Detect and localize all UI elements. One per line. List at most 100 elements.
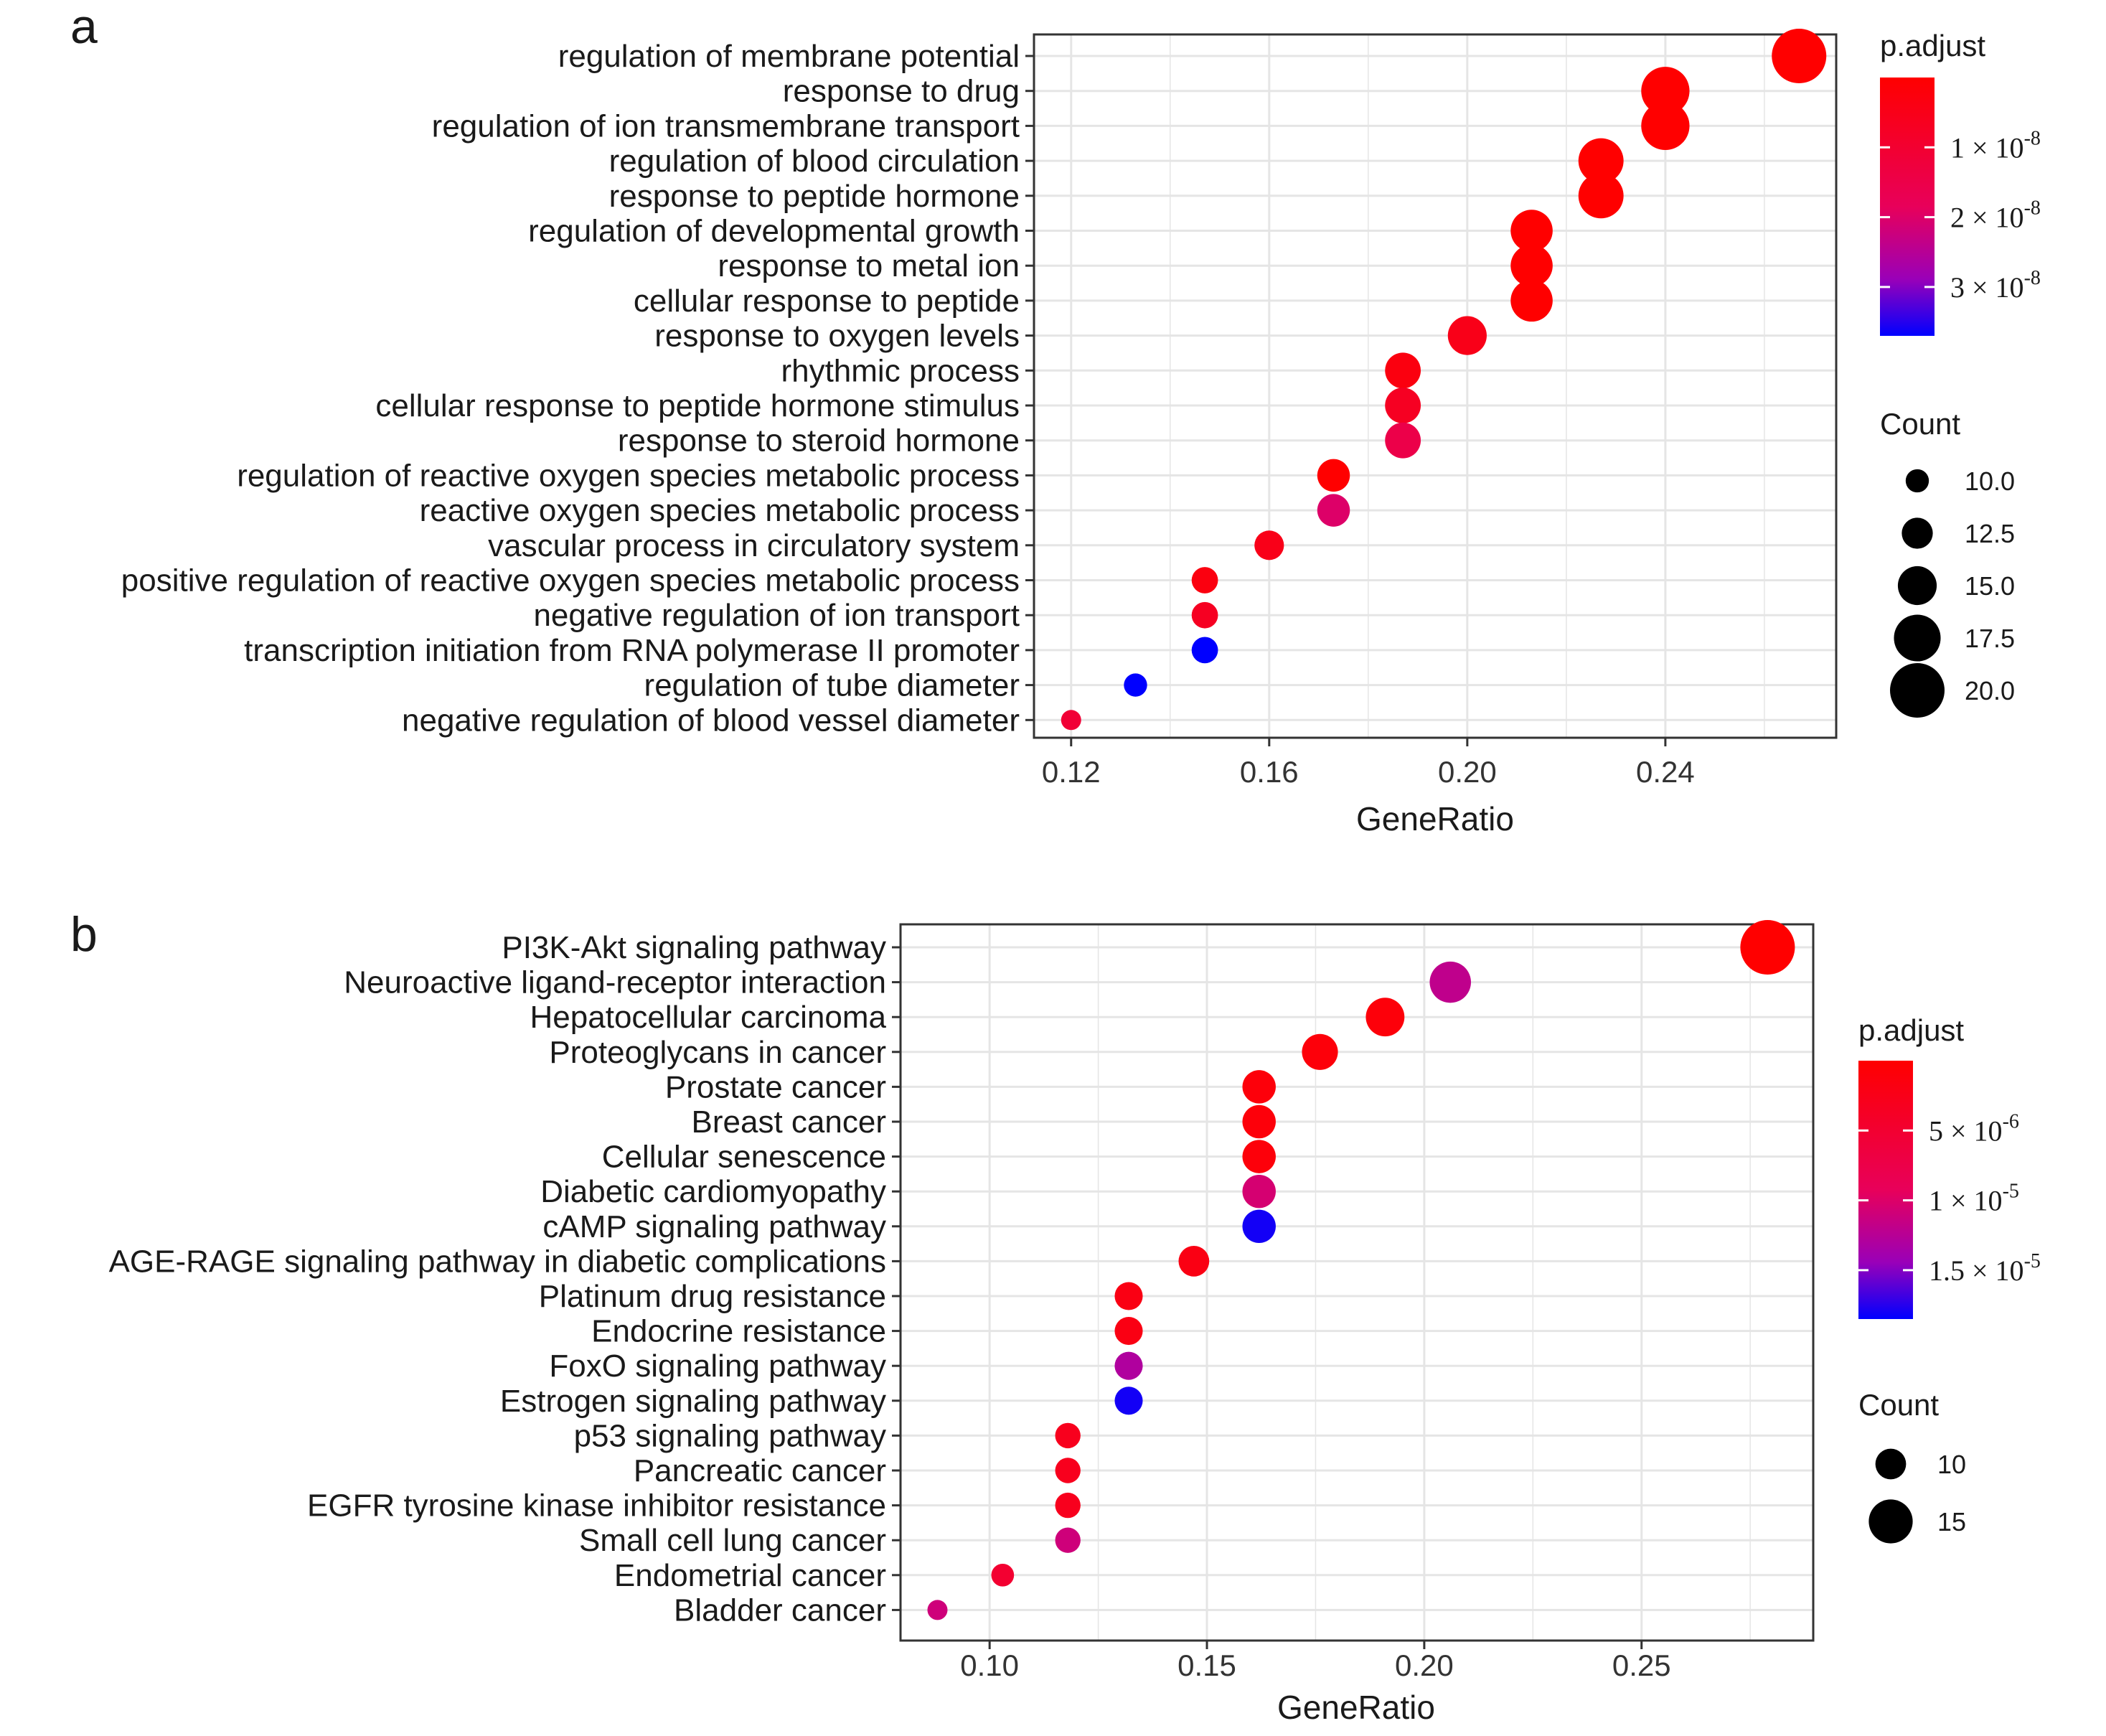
category-label: EGFR tyrosine kinase inhibitor resistanc…: [307, 1488, 886, 1524]
data-point: [1242, 1209, 1276, 1244]
size-legend-dot: [1905, 469, 1929, 493]
data-point: [1447, 316, 1487, 355]
category-label: Small cell lung cancer: [579, 1523, 886, 1558]
x-axis-title-b: GeneRatio: [1277, 1689, 1435, 1726]
category-label: negative regulation of blood vessel diam…: [402, 703, 1020, 738]
panel-label-b: b: [70, 907, 98, 962]
category-label: rhythmic process: [781, 353, 1020, 388]
category-label: response to steroid hormone: [618, 423, 1020, 459]
color-tick-label: 3 × 10-8: [1950, 267, 2041, 304]
grid-a: [1034, 34, 1836, 738]
category-label: AGE-RAGE signaling pathway in diabetic c…: [109, 1244, 886, 1279]
x-tick-label: 0.12: [1042, 755, 1101, 789]
plot-panel-b: [899, 923, 1815, 1642]
color-bar-b: [1858, 1061, 1913, 1319]
category-label: regulation of membrane potential: [558, 39, 1020, 74]
data-point: [1317, 459, 1350, 492]
category-label: cAMP signaling pathway: [542, 1209, 886, 1244]
color-bar-a: [1880, 78, 1935, 336]
category-label: Prostate cancer: [665, 1069, 886, 1104]
color-tick-label: 1.5 × 10-5: [1929, 1250, 2041, 1287]
grid-b: [901, 924, 1813, 1641]
data-point: [1055, 1458, 1081, 1483]
x-ticks-a: 0.12 0.16 0.20 0.24: [1042, 738, 1695, 789]
size-legend-dot: [1894, 614, 1941, 662]
data-point: [1114, 1351, 1143, 1380]
data-point: [1055, 1527, 1081, 1553]
data-point: [1365, 998, 1405, 1037]
data-point: [1191, 637, 1218, 664]
size-legend-label: 15.0: [1965, 571, 2015, 601]
size-legend-label: 10: [1937, 1450, 1966, 1479]
color-tick-label: 5 × 10-6: [1929, 1110, 2019, 1147]
category-label: Estrogen signaling pathway: [500, 1384, 886, 1419]
data-point: [1429, 961, 1471, 1003]
data-point: [1178, 1246, 1210, 1277]
category-label: transcription initiation from RNA polyme…: [244, 633, 1020, 668]
x-ticks-b: 0.10 0.15 0.20 0.25: [960, 1641, 1671, 1682]
x-tick-label: 0.15: [1177, 1648, 1236, 1682]
y-ticks-b: [892, 946, 901, 1611]
size-legend-a: 10.0 12.5 15.0 17.5 20.0: [1890, 466, 2015, 718]
color-tick-exponent: -8: [2024, 127, 2041, 149]
category-label: response to metal ion: [718, 248, 1020, 283]
data-point: [991, 1563, 1015, 1587]
data-point: [1641, 67, 1690, 116]
data-point: [1641, 101, 1690, 151]
category-label: negative regulation of ion transport: [533, 598, 1020, 633]
data-point: [1578, 138, 1624, 184]
color-tick-exponent: -5: [2003, 1181, 2019, 1203]
category-label: Endocrine resistance: [591, 1314, 886, 1349]
data-point: [1385, 388, 1421, 423]
color-tick-exponent: -8: [2024, 267, 2041, 289]
category-label: Bladder cancer: [674, 1592, 886, 1628]
x-tick-label: 0.20: [1395, 1648, 1454, 1682]
data-point: [1061, 710, 1081, 731]
size-legend-dot: [1868, 1499, 1913, 1544]
data-point: [1242, 1174, 1276, 1209]
category-label: Hepatocellular carcinoma: [530, 1000, 887, 1035]
category-label: regulation of reactive oxygen species me…: [237, 458, 1020, 493]
category-label: Diabetic cardiomyopathy: [540, 1174, 886, 1209]
data-point: [1124, 673, 1147, 697]
category-label: p53 signaling pathway: [574, 1418, 886, 1453]
category-label: reactive oxygen species metabolic proces…: [420, 493, 1020, 528]
legend-b: p.adjust 5 × 10-6 1 × 10-5 1.5 × 10-5 Coun…: [1858, 1013, 2041, 1544]
panel-label-a: a: [70, 0, 98, 54]
data-point: [1114, 1317, 1143, 1346]
data-point: [1302, 1033, 1338, 1070]
data-point: [1772, 29, 1827, 83]
data-point: [1317, 494, 1350, 527]
size-legend-dot: [1901, 517, 1933, 549]
category-label: Pancreatic cancer: [634, 1453, 886, 1488]
data-point: [1510, 244, 1553, 287]
category-label: Endometrial cancer: [614, 1558, 886, 1593]
data-point: [1740, 920, 1795, 975]
size-legend-label: 15: [1937, 1507, 1966, 1536]
size-legend-title-a: Count: [1880, 407, 1960, 441]
points-a: [1061, 29, 1827, 731]
dot-plot-a: regulation of membrane potential response…: [121, 29, 2041, 837]
x-tick-label: 0.10: [960, 1648, 1019, 1682]
size-legend-dot: [1890, 663, 1945, 718]
category-label: Neuroactive ligand-receptor interaction: [344, 965, 886, 1000]
points-b: [927, 920, 1795, 1620]
size-legend-label: 20.0: [1965, 676, 2015, 705]
category-label: regulation of blood circulation: [609, 144, 1020, 179]
data-point: [1191, 567, 1218, 593]
data-point: [1191, 601, 1218, 629]
data-point: [927, 1600, 948, 1620]
legend-a: p.adjust 1 × 10-82 × 10-83 × 10-8 Count …: [1880, 29, 2041, 718]
category-label: regulation of tube diameter: [644, 668, 1020, 703]
data-point: [1242, 1070, 1276, 1104]
color-tick-exponent: -5: [2024, 1250, 2041, 1272]
size-legend-dot: [1897, 566, 1937, 606]
category-label: cellular response to peptide: [634, 283, 1020, 319]
data-point: [1254, 530, 1284, 560]
plot-background: [901, 924, 1813, 1641]
category-labels-a: regulation of membrane potential response…: [121, 39, 1020, 738]
category-label: response to oxygen levels: [654, 319, 1020, 354]
